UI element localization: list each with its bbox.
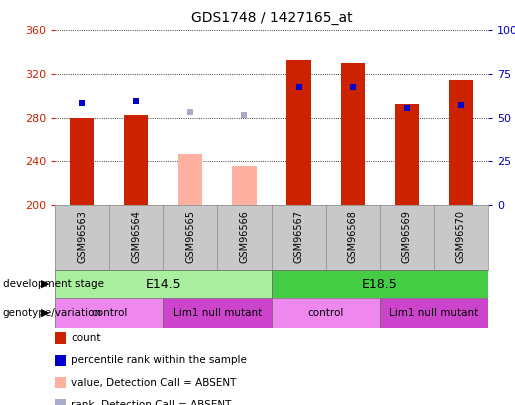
Bar	[232, 166, 256, 205]
Bar	[178, 153, 202, 205]
Text: GSM96570: GSM96570	[456, 210, 466, 263]
Bar	[340, 63, 365, 205]
Bar	[70, 117, 94, 205]
Text: development stage: development stage	[3, 279, 104, 289]
Text: ▶: ▶	[41, 308, 50, 318]
Bar	[55, 298, 163, 328]
Text: value, Detection Call = ABSENT: value, Detection Call = ABSENT	[72, 377, 237, 388]
Text: control: control	[307, 308, 344, 318]
Text: GSM96568: GSM96568	[348, 210, 358, 263]
Text: E18.5: E18.5	[362, 277, 398, 290]
Text: GSM96567: GSM96567	[294, 210, 303, 263]
Bar	[163, 298, 271, 328]
Bar	[380, 298, 488, 328]
Title: GDS1748 / 1427165_at: GDS1748 / 1427165_at	[191, 11, 352, 25]
Text: percentile rank within the sample: percentile rank within the sample	[72, 355, 247, 365]
Text: GSM96565: GSM96565	[185, 210, 195, 263]
Bar	[394, 104, 419, 205]
Text: E14.5: E14.5	[145, 277, 181, 290]
Text: GSM96564: GSM96564	[131, 210, 141, 263]
Text: Lim1 null mutant: Lim1 null mutant	[173, 308, 262, 318]
Text: GSM96569: GSM96569	[402, 210, 412, 263]
Text: control: control	[91, 308, 127, 318]
Bar	[271, 298, 380, 328]
Text: GSM96566: GSM96566	[239, 210, 249, 263]
Bar	[286, 60, 311, 205]
Text: Lim1 null mutant: Lim1 null mutant	[389, 308, 478, 318]
Text: genotype/variation: genotype/variation	[3, 308, 101, 318]
Bar	[124, 115, 148, 205]
Text: rank, Detection Call = ABSENT: rank, Detection Call = ABSENT	[72, 400, 232, 405]
Bar	[55, 270, 271, 298]
Bar	[271, 270, 488, 298]
Bar	[449, 80, 473, 205]
Text: GSM96563: GSM96563	[77, 210, 87, 263]
Text: ▶: ▶	[41, 279, 50, 289]
Text: count: count	[72, 333, 101, 343]
